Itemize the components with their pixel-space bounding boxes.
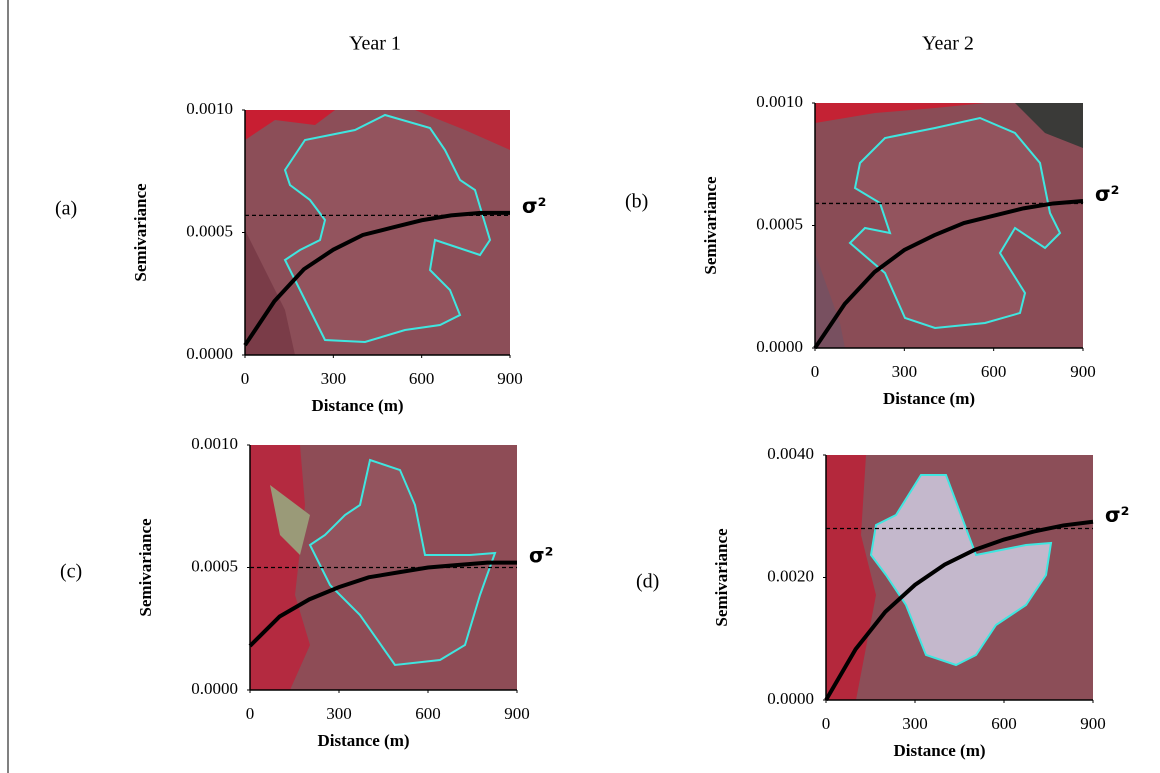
y-tick-label: 0.0000	[191, 679, 238, 698]
x-axis-title: Distance (m)	[311, 396, 403, 415]
x-tick-label: 0	[246, 704, 255, 723]
x-tick-label: 300	[321, 369, 347, 388]
x-axis-title: Distance (m)	[893, 741, 985, 760]
panel-label: (b)	[625, 191, 648, 213]
x-tick-label: 900	[1080, 714, 1106, 733]
x-tick-label: 0	[822, 714, 831, 733]
figure: Year 1 Year 2 σ² 0.0000 0.0005 0.0010 0 300 60…	[0, 0, 1160, 773]
y-tick-label: 0.0010	[756, 92, 803, 111]
sill-annotation: σ²	[529, 543, 553, 567]
x-axis-title: Distance (m)	[883, 389, 975, 408]
x-tick-label: 900	[1070, 362, 1096, 381]
x-tick-label: 600	[981, 362, 1007, 381]
x-tick-label: 600	[991, 714, 1017, 733]
sill-annotation: σ²	[522, 193, 546, 217]
y-tick-label: 0.0040	[767, 444, 814, 463]
y-tick-label: 0.0005	[756, 214, 803, 233]
x-tick-label: 0	[241, 369, 250, 388]
x-tick-label: 600	[409, 369, 435, 388]
x-tick-label: 900	[504, 704, 530, 723]
column-title: Year 1	[349, 33, 401, 55]
panel-label: (c)	[60, 561, 82, 583]
x-tick-label: 300	[892, 362, 918, 381]
y-tick-label: 0.0000	[756, 337, 803, 356]
y-tick-label: 0.0000	[767, 689, 814, 708]
column-title: Year 2	[922, 33, 974, 55]
x-tick-label: 300	[902, 714, 928, 733]
x-tick-label: 900	[497, 369, 523, 388]
y-axis-title: Semivariance	[701, 176, 720, 275]
panel: σ² 0.0000 0.0005 0.0010 0 300 600 900 Distance (…	[55, 99, 546, 415]
x-tick-label: 0	[811, 362, 820, 381]
y-axis-title: Semivariance	[712, 528, 731, 627]
x-axis-title: Distance (m)	[317, 731, 409, 750]
y-tick-label: 0.0005	[186, 221, 233, 240]
panel: σ² 0.0000 0.0005 0.0010 0 300 600 900 Distance (…	[60, 434, 553, 750]
y-tick-label: 0.0005	[191, 556, 238, 575]
sill-annotation: σ²	[1105, 502, 1129, 526]
y-tick-label: 0.0010	[186, 99, 233, 118]
x-tick-label: 600	[415, 704, 441, 723]
y-tick-label: 0.0010	[191, 434, 238, 453]
panel-label: (a)	[55, 198, 77, 220]
panel: σ² 0.0000 0.0005 0.0010 0 300 600 900 Distance (…	[625, 92, 1119, 408]
y-axis-title: Semivariance	[131, 183, 150, 282]
panel: σ² 0.0000 0.0020 0.0040 0 300 600 900 Distance (…	[636, 444, 1129, 760]
panel-label: (d)	[636, 571, 659, 593]
y-tick-label: 0.0020	[767, 566, 814, 585]
x-tick-label: 300	[326, 704, 352, 723]
y-axis-title: Semivariance	[136, 518, 155, 617]
sill-annotation: σ²	[1095, 182, 1119, 206]
y-tick-label: 0.0000	[186, 344, 233, 363]
